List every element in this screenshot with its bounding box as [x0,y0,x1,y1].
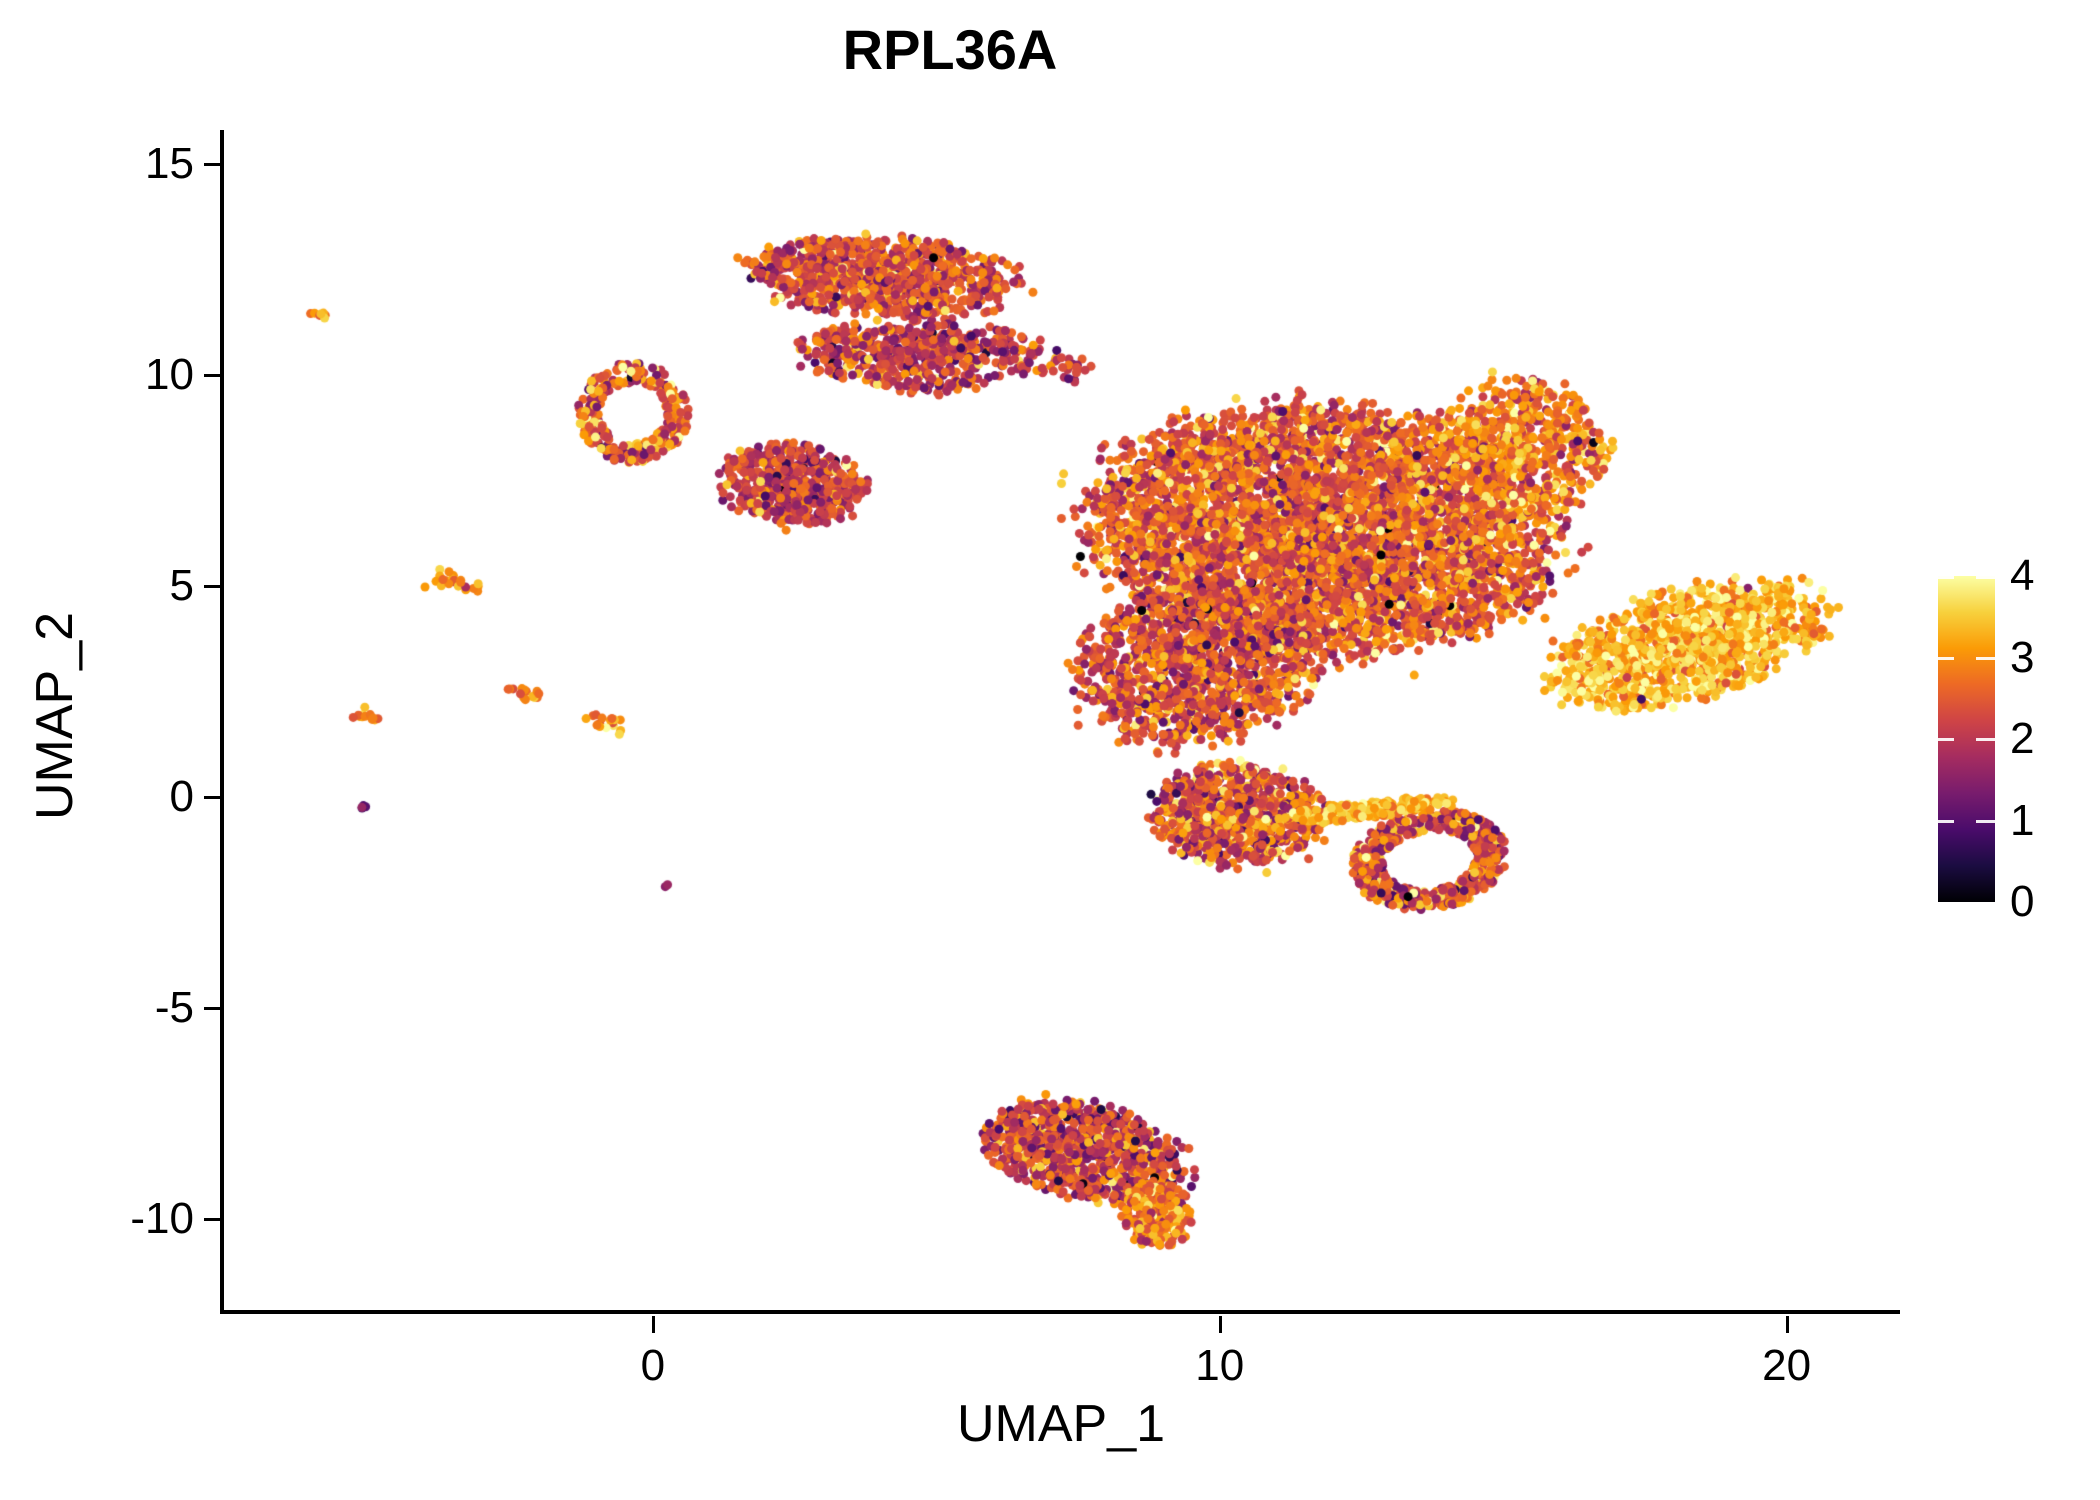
y-tick-label: -10 [130,1194,194,1244]
x-tick-mark [651,1316,655,1333]
y-tick-mark [204,795,221,799]
x-tick-label: 10 [1195,1341,1245,1390]
colorbar-tick-mark [1976,576,1995,579]
y-tick-mark [204,1007,221,1011]
x-tick-mark [1785,1316,1789,1333]
colorbar-tick-mark [1938,656,1954,660]
x-tick-label: 20 [1762,1341,1812,1390]
page-title: RPL36A [842,18,1058,81]
scatter-plot-panel [222,130,1900,1312]
colorbar-tick-label: 3 [2010,632,2035,682]
x-axis-label: UMAP_1 [956,1395,1166,1453]
y-tick-mark [204,373,221,377]
colorbar-legend: 0 1 2 3 4 [1938,554,2088,924]
colorbar-tick-label: 4 [2010,551,2035,600]
y-tick-label: 5 [169,560,194,610]
y-tick-mark [204,584,221,588]
y-tick-mark [204,162,221,166]
colorbar-tick-label: 1 [2010,795,2035,845]
colorbar-tick-label: 2 [2010,714,2035,763]
y-tick-label: 0 [169,771,194,821]
colorbar-tick-mark [1938,819,1954,823]
y-tick-mark [204,1218,221,1222]
y-axis-label: UMAP_2 [26,611,84,821]
colorbar-tick-mark [1976,819,1995,823]
y-tick-label: 15 [145,138,194,188]
x-axis-line [222,1310,1900,1314]
y-tick-label: 10 [145,349,194,399]
scatter-point-cloud [222,130,1900,1312]
x-tick-label: 0 [640,1341,666,1390]
y-tick-label: -5 [154,983,194,1033]
colorbar-tick-mark [1976,738,1995,741]
colorbar-tick-label: 0 [2010,877,2035,926]
colorbar-tick-mark [1976,656,1995,660]
colorbar-tick-mark [1938,738,1954,741]
colorbar-tick-mark [1938,576,1954,579]
y-axis-line [220,130,224,1314]
x-tick-mark [1218,1316,1222,1333]
